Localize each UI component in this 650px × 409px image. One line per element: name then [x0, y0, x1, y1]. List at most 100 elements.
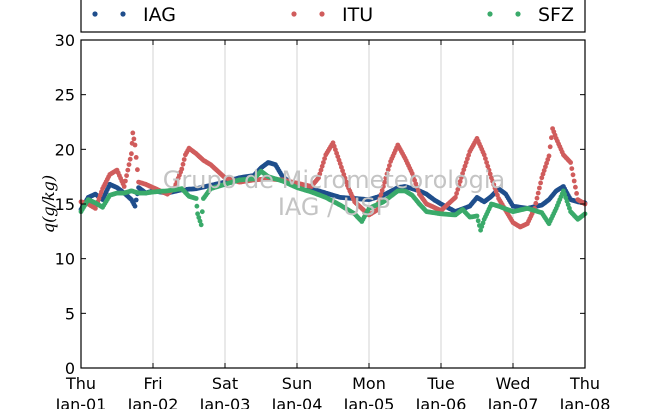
- data-point: [316, 175, 321, 181]
- data-point: [573, 184, 578, 190]
- y-tick-label: 0: [65, 359, 75, 378]
- data-point: [454, 191, 459, 196]
- legend-label: IAG: [143, 4, 176, 26]
- data-point: [483, 156, 488, 162]
- data-point: [540, 171, 546, 177]
- data-point: [543, 164, 548, 170]
- data-point: [385, 167, 391, 173]
- data-point: [133, 197, 139, 203]
- y-axis-label: q(g/kg): [39, 175, 58, 233]
- legend-label: SFZ: [538, 4, 574, 26]
- data-point: [460, 171, 465, 176]
- y-tick-label: 5: [65, 304, 75, 323]
- x-tick-label-date: Jan-08: [559, 395, 611, 409]
- x-tick-label-date: Jan-03: [199, 395, 251, 409]
- data-point: [463, 160, 469, 165]
- data-point: [383, 175, 389, 181]
- data-point: [193, 196, 199, 201]
- data-point: [123, 178, 128, 184]
- watermark-line-1: Grupo de Micrometeorologia: [163, 166, 505, 194]
- data-point: [568, 160, 573, 165]
- data-point: [132, 203, 138, 209]
- legend-box: [80, 0, 586, 33]
- data-point: [533, 200, 539, 206]
- data-point: [181, 157, 187, 162]
- data-point: [479, 224, 485, 230]
- x-tick-label-date: Jan-07: [487, 395, 539, 409]
- data-point: [373, 208, 379, 214]
- y-tick-label: 15: [55, 195, 75, 214]
- data-point: [322, 156, 327, 162]
- y-tick-label: 20: [55, 140, 75, 159]
- data-point: [485, 163, 491, 169]
- data-point: [535, 190, 541, 196]
- y-tick-label: 30: [55, 31, 75, 50]
- data-point: [127, 156, 133, 162]
- data-point: [459, 175, 464, 180]
- series-sfz: [78, 168, 588, 233]
- data-point: [378, 192, 384, 197]
- y-tick-label: 25: [55, 86, 75, 105]
- data-point: [487, 171, 493, 177]
- data-point: [340, 168, 345, 174]
- x-tick-label-day: Mon: [352, 374, 386, 393]
- data-point: [547, 144, 553, 150]
- data-point: [379, 188, 385, 193]
- x-tick-label-day: Fri: [143, 374, 162, 393]
- data-point: [195, 211, 201, 217]
- data-point: [131, 136, 137, 142]
- data-point: [456, 183, 462, 188]
- data-point: [382, 179, 387, 185]
- data-point: [381, 184, 386, 189]
- data-point: [124, 173, 129, 179]
- data-point: [180, 161, 186, 167]
- series-layer: [78, 126, 588, 233]
- x-tick-label-day: Wed: [496, 374, 531, 393]
- x-tick-label-date: Jan-01: [55, 395, 107, 409]
- data-point: [387, 163, 392, 169]
- data-point: [125, 167, 131, 173]
- data-point: [197, 218, 203, 224]
- legend-label: ITU: [342, 4, 373, 26]
- data-point: [466, 152, 471, 158]
- data-point: [121, 184, 127, 189]
- legend-marker: [319, 11, 325, 17]
- data-point: [457, 179, 463, 184]
- x-tick-label-day: Tue: [426, 374, 454, 393]
- data-point: [534, 195, 540, 201]
- axis-ticks: Thu Jan-01 Fri Jan-02 Sat Jan-03 Sun Jan-04 Mon J…: [55, 31, 611, 409]
- data-point: [569, 166, 575, 172]
- data-point: [462, 163, 468, 169]
- data-point: [545, 157, 551, 162]
- y-tick-label: 10: [55, 250, 75, 269]
- data-point: [133, 155, 139, 160]
- x-tick-label-day: Sat: [212, 374, 238, 393]
- data-point: [537, 185, 542, 191]
- legend-item-iag: IAG: [92, 4, 176, 26]
- legend-marker: [515, 11, 521, 17]
- data-point: [319, 163, 325, 169]
- legend-marker: [291, 11, 297, 17]
- legend: IAG ITU SFZ: [92, 4, 574, 26]
- data-point: [455, 187, 461, 192]
- data-point: [321, 160, 326, 165]
- data-point: [541, 168, 547, 173]
- data-point: [198, 222, 204, 228]
- legend-item-itu: ITU: [291, 4, 373, 26]
- legend-marker: [487, 11, 493, 17]
- data-point: [377, 196, 383, 201]
- data-point: [549, 135, 554, 141]
- data-point: [574, 191, 579, 196]
- x-tick-label-date: Jan-06: [415, 395, 467, 409]
- data-point: [342, 175, 348, 181]
- data-point: [484, 160, 489, 165]
- series-itu: [78, 126, 588, 230]
- x-tick-label-day: Sun: [282, 374, 312, 393]
- data-point: [318, 167, 324, 173]
- data-point: [130, 130, 136, 136]
- data-point: [546, 153, 552, 159]
- data-point: [317, 171, 323, 177]
- data-point: [571, 178, 577, 184]
- data-point: [196, 215, 202, 220]
